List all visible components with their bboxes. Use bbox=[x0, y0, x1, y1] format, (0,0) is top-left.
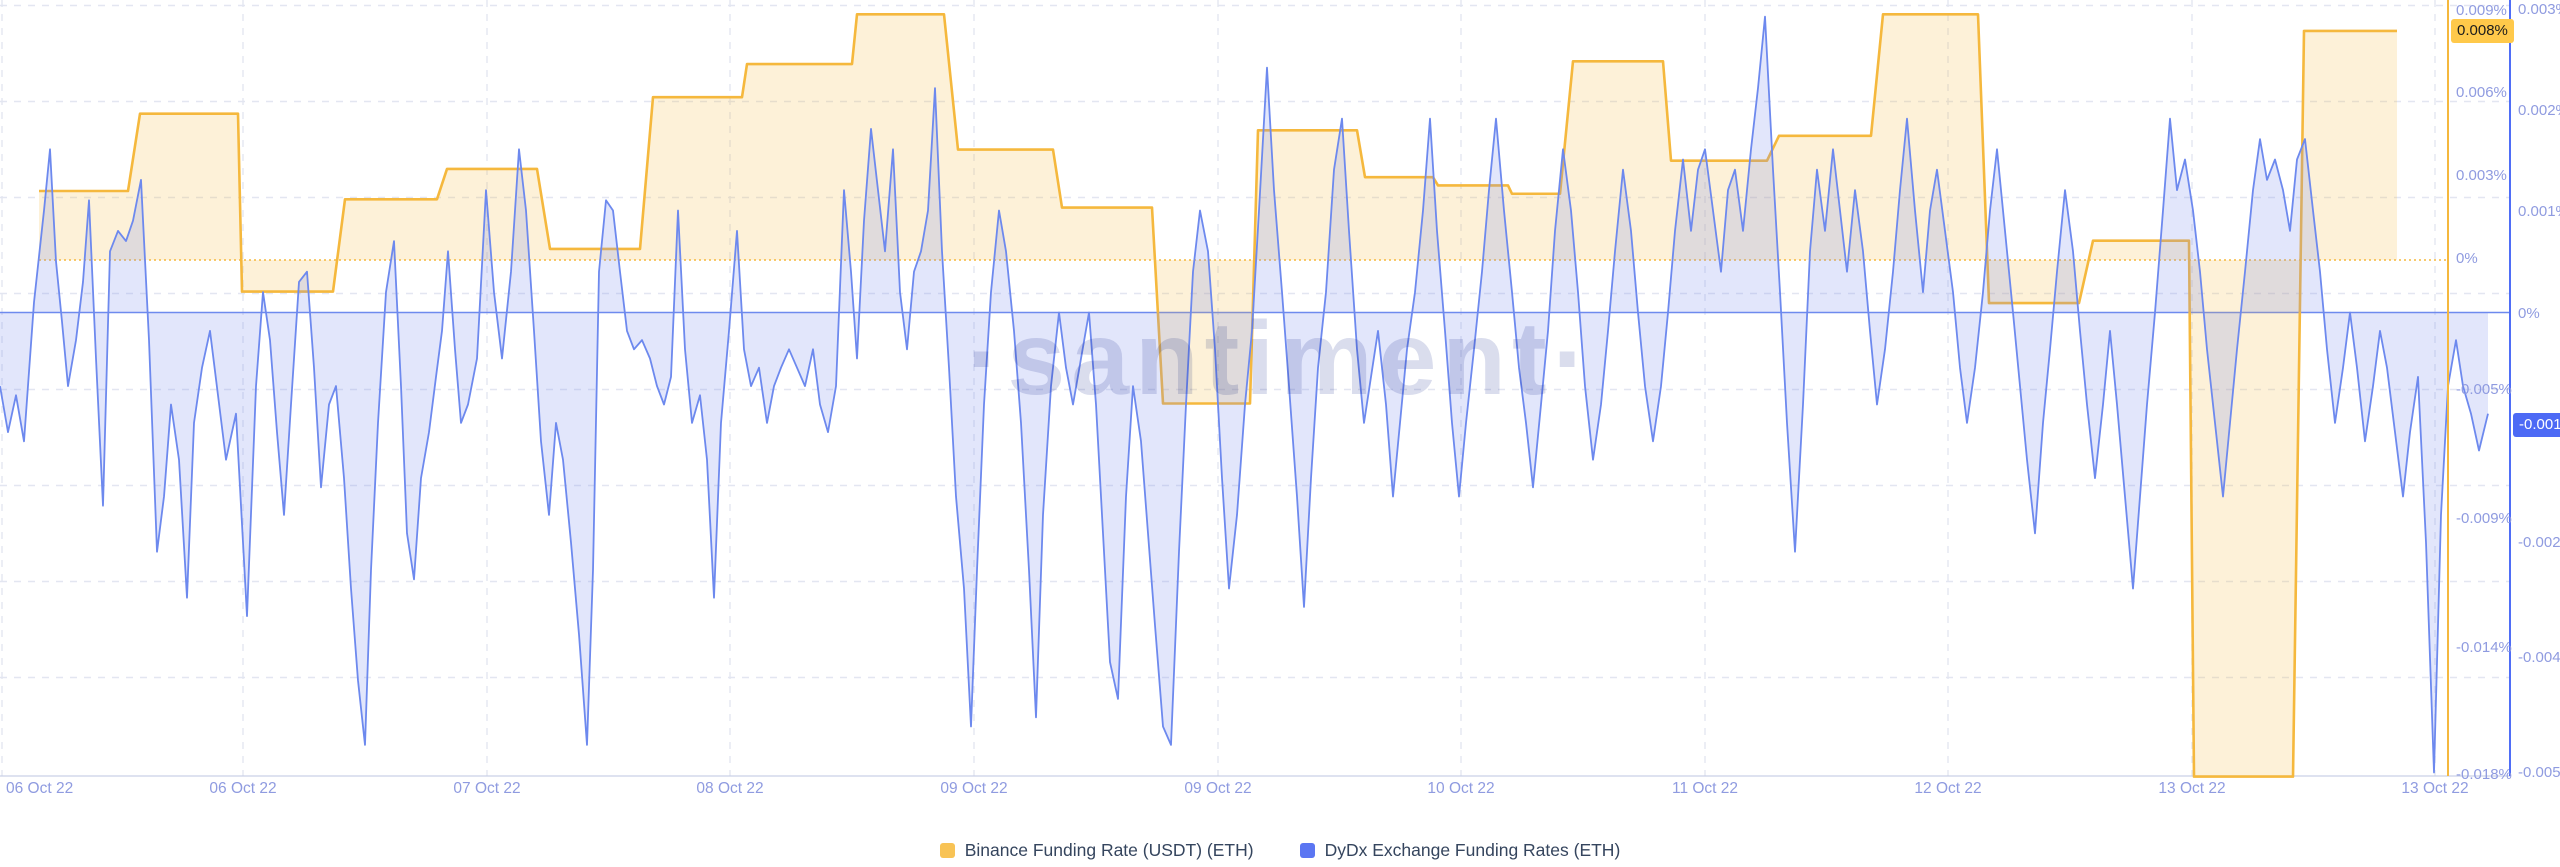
x-axis-tick-label: 09 Oct 22 bbox=[1184, 780, 1251, 797]
binance-axis-tick-label: -0.005% bbox=[2456, 381, 2512, 398]
legend: Binance Funding Rate (USDT) (ETH) DyDx E… bbox=[0, 840, 2560, 861]
binance-series-swatch-icon bbox=[939, 843, 955, 858]
x-axis-tick-label: 13 Oct 22 bbox=[2401, 780, 2468, 797]
binance-axis-tick-label: -0.009% bbox=[2456, 510, 2512, 527]
x-axis-tick-label: 06 Oct 22 bbox=[209, 780, 276, 797]
dydx-axis-tick-label: 0.003% bbox=[2518, 1, 2560, 18]
binance-last-value-badge: 0.008% bbox=[2451, 19, 2514, 43]
dydx-axis-tick-label: 0.001% bbox=[2518, 203, 2560, 220]
x-axis-tick-label: 06 Oct 22 bbox=[6, 780, 73, 797]
legend-item-binance[interactable]: Binance Funding Rate (USDT) (ETH) bbox=[939, 840, 1254, 861]
legend-label-binance: Binance Funding Rate (USDT) (ETH) bbox=[964, 840, 1254, 860]
dydx-last-value-badge: -0.001% bbox=[2513, 413, 2560, 437]
x-axis-tick-label: 10 Oct 22 bbox=[1427, 780, 1494, 797]
dydx-series-swatch-icon bbox=[1299, 843, 1315, 858]
x-axis-tick-label: 07 Oct 22 bbox=[453, 780, 520, 797]
dydx-axis-tick-label: -0.004% bbox=[2518, 649, 2560, 666]
dydx-axis-tick-label: -0.002% bbox=[2518, 534, 2560, 551]
x-axis-tick-label: 11 Oct 22 bbox=[1672, 780, 1738, 797]
binance-axis-tick-label: 0% bbox=[2456, 250, 2478, 267]
legend-item-dydx[interactable]: DyDx Exchange Funding Rates (ETH) bbox=[1299, 840, 1621, 861]
dydx-axis-tick-label: -0.005% bbox=[2518, 764, 2560, 781]
dydx-axis-tick-label: 0% bbox=[2518, 305, 2540, 322]
legend-label-dydx: DyDx Exchange Funding Rates (ETH) bbox=[1324, 840, 1621, 860]
x-axis-tick-label: 13 Oct 22 bbox=[2158, 780, 2225, 797]
binance-axis-tick-label: -0.018% bbox=[2456, 766, 2512, 783]
binance-axis-tick-label: 0.009% bbox=[2456, 2, 2507, 19]
binance-axis-tick-label: 0.006% bbox=[2456, 84, 2507, 101]
binance-axis-tick-label: 0.003% bbox=[2456, 167, 2507, 184]
x-axis-tick-label: 08 Oct 22 bbox=[696, 780, 763, 797]
x-axis-tick-label: 12 Oct 22 bbox=[1914, 780, 1981, 797]
binance-axis-tick-label: -0.014% bbox=[2456, 639, 2512, 656]
dydx-axis-tick-label: 0.002% bbox=[2518, 102, 2560, 119]
x-axis-tick-label: 09 Oct 22 bbox=[940, 780, 1007, 797]
